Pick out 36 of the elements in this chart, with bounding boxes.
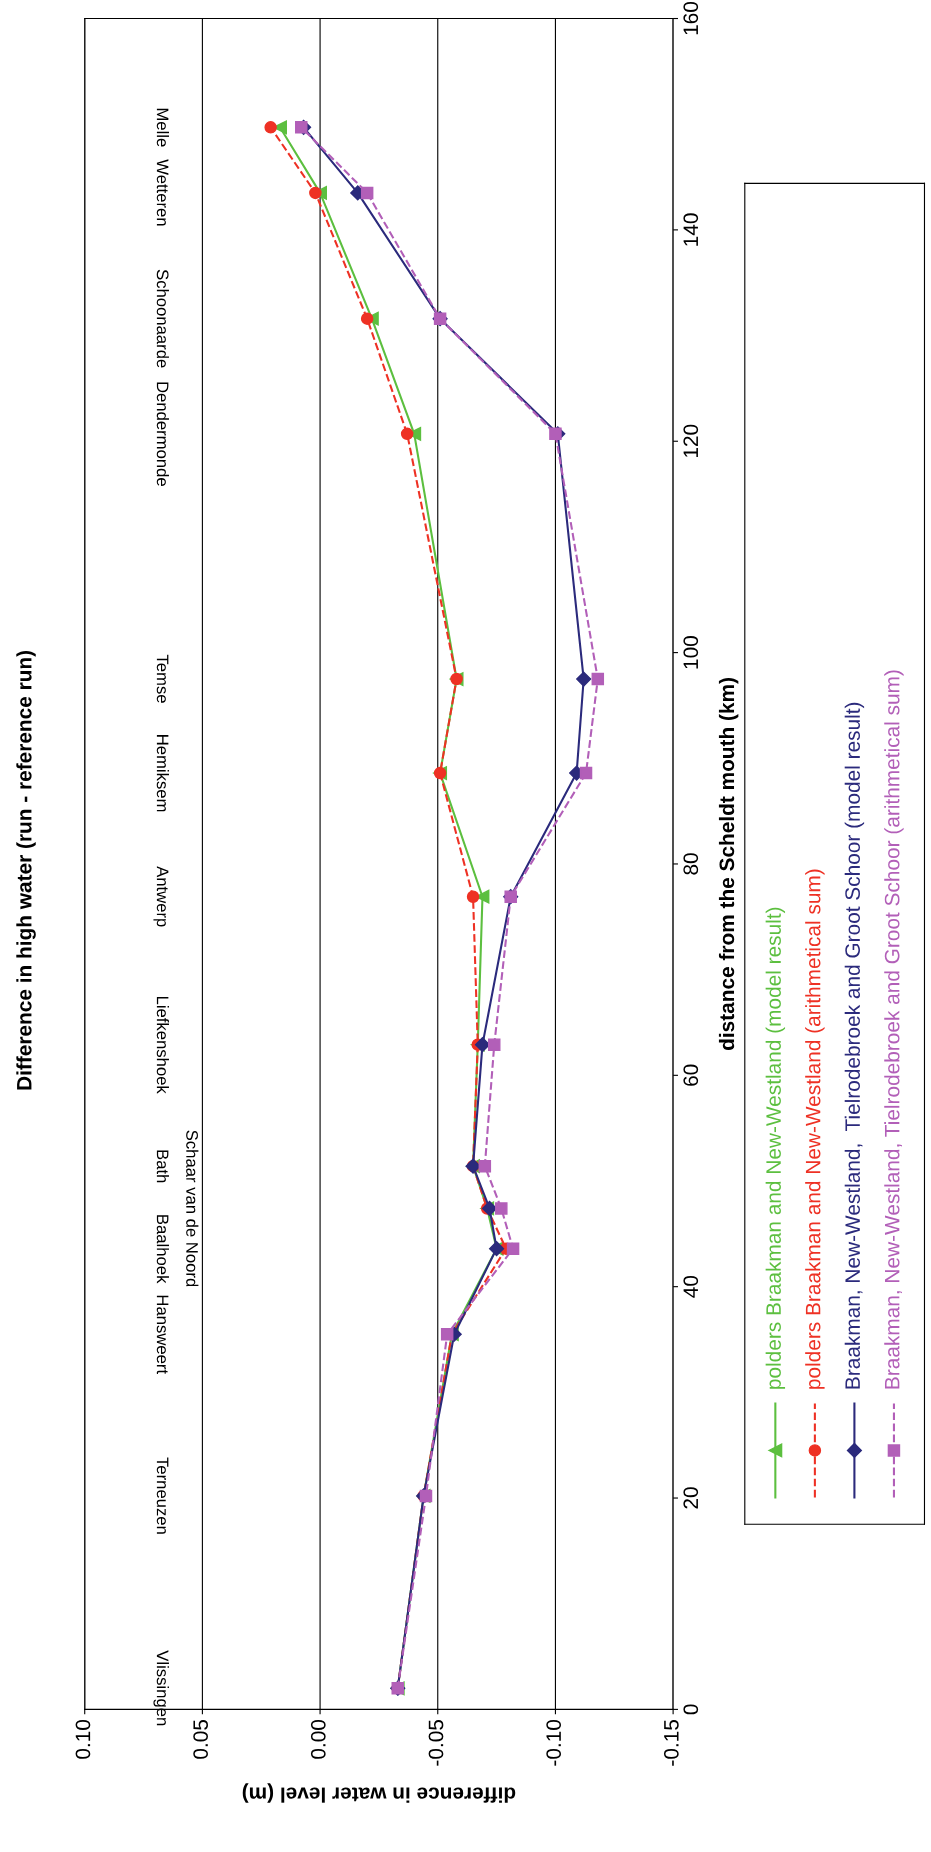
- annotation: Wetteren: [156, 159, 169, 226]
- y-axis-title: distance from the Scheldt mouth (km): [718, 678, 739, 1051]
- annotation: Schaar van de Noord: [186, 1130, 199, 1287]
- annotation: Vlissingen: [153, 1650, 169, 1726]
- annotation: Hansweert: [156, 1295, 169, 1374]
- x-tick-label: 0.05: [193, 1719, 208, 1759]
- annotation: Bath: [156, 1150, 169, 1183]
- y-tick-label: 140: [683, 213, 699, 246]
- annotation: Antwerp: [153, 866, 169, 927]
- y-tick-label: 40: [683, 1275, 699, 1298]
- annotation: Schoonaarde: [156, 269, 169, 368]
- annotation: Dendermonde: [156, 382, 169, 486]
- text: Braakman, New-Westland, Tielrodebroek and Groot Schoor (arithmetical sum): [884, 670, 904, 1389]
- annotation: Melle: [156, 108, 169, 147]
- text: polders Braakman and New-Westland (model result): [765, 907, 786, 1389]
- y-tick-label: 120: [683, 424, 699, 458]
- y-tick-label: 60: [683, 1064, 699, 1086]
- x-tick-label: -0.05: [428, 1719, 444, 1766]
- annotation: Liefkenshoek: [156, 996, 169, 1094]
- x-tick-label: -0.10: [546, 1719, 562, 1766]
- x-axis-title: difference in water level (m): [242, 1783, 516, 1803]
- annotation: Temse: [156, 654, 169, 703]
- y-tick-label: 160: [683, 1, 699, 35]
- text: polders Braakman and New-Westland (arithmetical sum): [805, 869, 825, 1389]
- annotation: Terneuzen: [156, 1457, 169, 1534]
- text: Braakman, New-Westland, Tielrodebroek and Groot Schoor (model result): [844, 702, 865, 1389]
- x-tick-label: -0.15: [663, 1719, 679, 1766]
- y-tick-label: 80: [683, 853, 699, 875]
- x-tick-label: 0.00: [310, 1719, 326, 1759]
- y-tick-label: 20: [683, 1487, 699, 1509]
- x-tick-label: 0.10: [75, 1719, 91, 1759]
- text: Difference in high water (run - reference run): [16, 650, 36, 1090]
- y-tick-label: 100: [683, 636, 699, 669]
- annotation: Baalhoek: [156, 1215, 169, 1284]
- annotation: Hemiksem: [156, 735, 169, 812]
- y-tick-label: 0: [683, 1704, 699, 1715]
